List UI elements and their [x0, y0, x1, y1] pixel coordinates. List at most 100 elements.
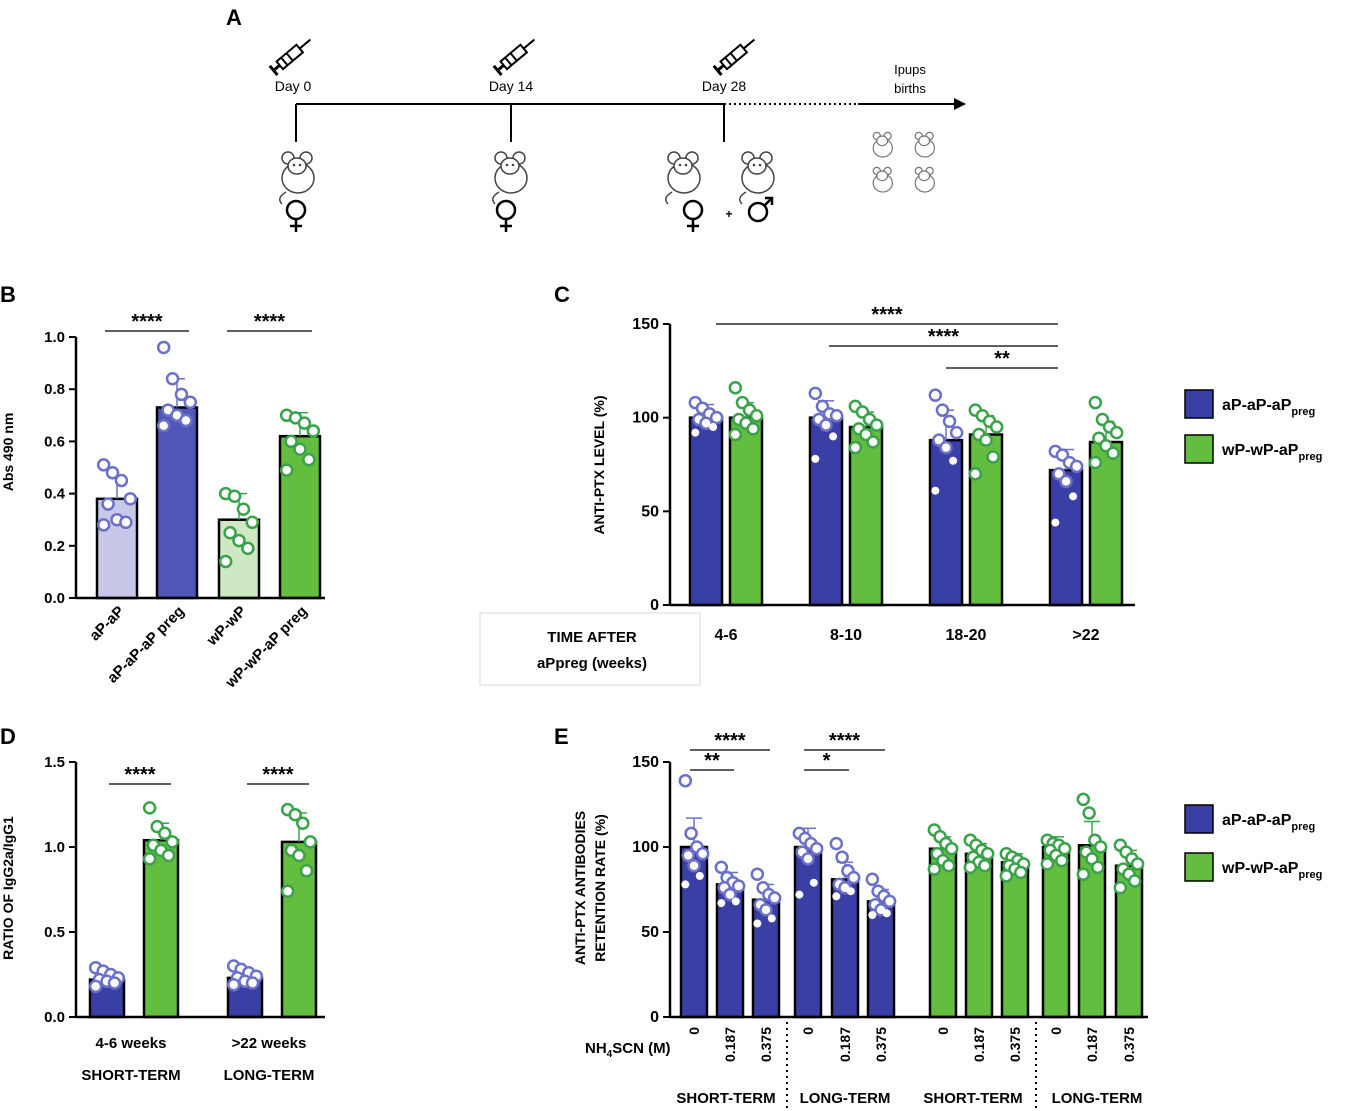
legend-swatch-ap — [1184, 389, 1214, 419]
group-label: SHORT-TERM — [81, 1067, 180, 1084]
significance-label: **** — [254, 311, 285, 333]
bar — [1048, 468, 1084, 607]
chart-e-y-axis: 0 50 100 150 — [632, 754, 672, 1026]
data-point — [292, 848, 306, 863]
data-point — [114, 473, 129, 488]
data-point — [156, 418, 171, 433]
y-tick-label: 0.8 — [44, 381, 65, 398]
chart-b-significance: **** **** — [105, 311, 312, 333]
data-point — [236, 502, 251, 517]
y-tick-label: 50 — [641, 924, 659, 941]
data-point — [723, 887, 737, 902]
panel-letter-c: C — [554, 282, 570, 307]
data-point — [165, 835, 180, 849]
x-tick-label: 0 — [800, 1027, 816, 1035]
x-tick-label: wP-wP — [203, 603, 250, 650]
bar — [928, 847, 958, 1019]
mouse-icon — [492, 151, 528, 205]
data-point — [928, 388, 943, 402]
data-point — [183, 395, 198, 409]
data-point — [819, 418, 833, 432]
data-point — [949, 456, 958, 465]
data-point — [161, 848, 176, 863]
significance-label: **** — [714, 730, 745, 752]
significance-label: * — [823, 750, 831, 772]
significance-label: ** — [704, 750, 720, 772]
data-point — [795, 890, 804, 899]
data-point — [1082, 806, 1096, 820]
group-label: LONG-TERM — [800, 1090, 891, 1107]
bar — [964, 852, 994, 1019]
y-tick-label: 150 — [632, 754, 659, 771]
data-point — [299, 864, 314, 878]
data-point — [232, 533, 246, 548]
data-point — [808, 386, 823, 401]
data-point — [105, 465, 120, 480]
births-label: births — [894, 81, 926, 96]
data-point — [868, 911, 877, 919]
legend-swatch-wp — [1184, 852, 1214, 882]
data-point — [227, 489, 242, 503]
x-tick-label: 0.375 — [1121, 1027, 1137, 1062]
chart-c-x-labels: 4-6 8-10 18-20 >22 — [714, 627, 1099, 644]
bar — [793, 845, 823, 1019]
data-point — [728, 380, 743, 395]
x-tick-label: 4-6 weeks — [96, 1035, 167, 1052]
y-tick-label: 50 — [641, 503, 659, 520]
data-point — [801, 852, 815, 866]
group-label: SHORT-TERM — [923, 1090, 1022, 1107]
data-point — [865, 872, 880, 887]
x-tick-label: 8-10 — [830, 627, 862, 644]
legend-e: aP-aP-aPpreg wP-wP-aPpreg — [1184, 804, 1322, 882]
y-tick-label: 0 — [650, 597, 659, 614]
data-point — [1069, 459, 1084, 474]
chart-d-significance: **** **** — [109, 764, 309, 786]
data-point — [1055, 853, 1069, 868]
data-point — [158, 826, 172, 841]
bar — [688, 416, 724, 607]
data-point — [931, 486, 940, 495]
significance-label: **** — [928, 326, 959, 348]
data-point — [142, 852, 157, 866]
data-point — [979, 433, 993, 447]
data-point — [288, 807, 302, 822]
bar — [1041, 845, 1071, 1019]
legend-label-wp: wP-wP-aPpreg — [1221, 860, 1322, 881]
x-tick-label: 0.187 — [837, 1027, 853, 1062]
data-point — [1076, 792, 1091, 807]
data-point — [101, 497, 115, 511]
group-label: SHORT-TERM — [676, 1090, 775, 1107]
x-tick-label: 4-6 — [714, 627, 737, 644]
bar — [808, 416, 844, 607]
day-0-label: Day 0 — [275, 78, 312, 94]
bar — [928, 438, 964, 607]
chart-d-marks — [76, 801, 325, 1019]
data-point — [750, 867, 765, 881]
y-tick-label: 1.5 — [44, 754, 65, 771]
data-point — [241, 541, 255, 556]
legend-label-wp: wP-wP-aPpreg — [1221, 442, 1322, 463]
data-point — [882, 894, 897, 909]
data-point — [728, 427, 743, 442]
pups-icon — [872, 131, 936, 193]
x-tick-label: 0 — [686, 1027, 702, 1035]
data-point — [691, 428, 700, 437]
data-point — [296, 816, 310, 830]
data-point — [846, 870, 861, 885]
data-point — [223, 526, 237, 540]
data-point — [811, 454, 820, 463]
panel-letter-a: A — [226, 5, 242, 30]
data-point — [709, 423, 718, 432]
significance-label: **** — [131, 311, 162, 333]
significance-label: **** — [124, 764, 155, 786]
syringe-icon — [268, 38, 312, 76]
chart-c-ylabel: ANTI-PTX LEVEL (%) — [591, 396, 607, 535]
syringe-icon — [492, 38, 536, 76]
x-tick-label: 0.187 — [722, 1027, 738, 1062]
data-point — [963, 860, 978, 875]
data-point — [681, 848, 695, 863]
data-point — [96, 458, 111, 472]
group-label: LONG-TERM — [1052, 1090, 1143, 1107]
